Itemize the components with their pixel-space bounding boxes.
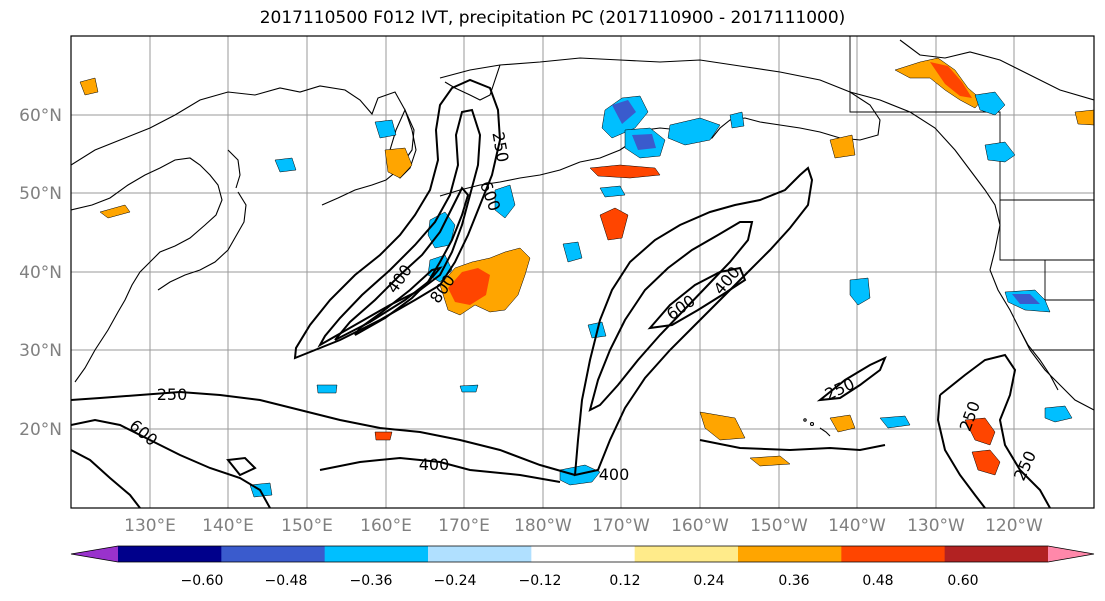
colorbar-segment [634,546,739,562]
lon-label: 180°W [514,516,572,536]
map-title: 2017110500 F012 IVT, precipitation PC (2… [259,8,846,28]
lat-label: 50°N [19,184,62,204]
lon-label: 160°W [671,516,729,536]
latitude-labels: 60°N 50°N 40°N 30°N 20°N [19,106,62,440]
coastlines [71,39,1094,437]
contour-label: 250 [157,385,188,404]
ivt-contours [71,78,1051,508]
colorbar-tick-label: 0.60 [947,573,978,589]
colorbar-extend-high [1048,546,1094,562]
lon-label: 170°W [592,516,650,536]
colorbar [70,545,1095,563]
colorbar-segment [738,546,842,562]
lon-label: 150°W [750,516,808,536]
colorbar-segment [324,546,429,562]
colorbar-tick-label: −0.12 [519,573,562,589]
colorbar-segment [841,546,946,562]
colorbar-tick-label: −0.60 [181,573,224,589]
map-frame [70,35,1095,509]
lon-label: 160°E [360,516,412,536]
contour-label: 400 [419,455,450,474]
lat-label: 30°N [19,341,62,361]
lon-label: 150°E [281,516,333,536]
precip-shading [79,57,1094,498]
colorbar-tick-label: −0.24 [434,573,477,589]
lat-label: 40°N [19,263,62,283]
colorbar-extend-low [71,546,118,562]
lon-label: 140°W [828,516,886,536]
colorbar-segment [118,546,222,562]
lon-label: 140°E [202,516,254,536]
contour-label: 400 [599,465,630,484]
lat-label: 20°N [19,420,62,440]
colorbar-tick-label: 0.12 [609,573,640,589]
political-borders [849,36,1094,351]
colorbar-tick-label: −0.36 [350,573,393,589]
colorbar-segment [428,546,532,562]
colorbar-tick-labels: −0.60 −0.48 −0.36 −0.24 −0.12 0.12 0.24 … [181,573,979,589]
colorbar-tick-label: 0.48 [862,573,893,589]
lon-label: 170°E [438,516,490,536]
colorbar-tick-label: 0.24 [693,573,724,589]
colorbar-tick-label: −0.48 [265,573,308,589]
colorbar-outline [70,545,1095,563]
colorbar-segment [221,546,326,562]
longitude-labels: 130°E 140°E 150°E 160°E 170°E 180°W 170°… [124,516,1043,536]
colorbar-tick-label: 0.36 [778,573,809,589]
lon-label: 130°W [907,516,965,536]
colorbar-segment [944,546,1049,562]
lon-label: 120°W [985,516,1043,536]
lon-label: 130°E [124,516,176,536]
lat-label: 60°N [19,106,62,126]
colorbar-segment [531,546,636,562]
